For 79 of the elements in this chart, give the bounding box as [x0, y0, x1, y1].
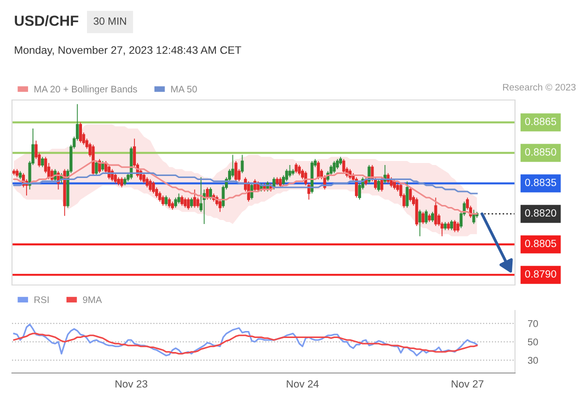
chart-title: USD/CHF: [14, 15, 78, 26]
candlestick: [294, 162, 298, 174]
candlestick: [114, 172, 117, 184]
legend-label: MA 50: [171, 86, 197, 92]
candlestick: [12, 168, 16, 176]
candlestick: [406, 180, 409, 208]
text: 30 MIN: [94, 17, 126, 25]
candlestick: [190, 197, 193, 208]
candlestick: [180, 195, 184, 206]
candlestick: [377, 178, 380, 192]
ref-line-label: 0.8835: [525, 178, 556, 186]
candlestick: [298, 164, 301, 176]
candlestick: [446, 222, 450, 231]
candlestick: [292, 168, 294, 176]
candlestick: [276, 176, 279, 186]
candlestick: [316, 160, 320, 180]
y-tick-label: 70: [528, 320, 538, 328]
candlestick: [310, 160, 314, 194]
candlestick: [161, 195, 164, 206]
ref-line-label: 0.8820: [525, 209, 556, 217]
candlestick: [63, 168, 66, 216]
ref-line-label: 0.8850: [525, 148, 556, 156]
candlestick: [184, 197, 187, 208]
candlestick: [278, 176, 282, 188]
x-tick-label: Nov 27: [452, 380, 484, 388]
candlestick: [152, 180, 155, 194]
ref-line-label: 0.8805: [525, 240, 556, 248]
x-tick-label: Nov 24: [286, 380, 319, 388]
candlestick: [339, 156, 342, 166]
candlestick: [117, 176, 120, 186]
candlestick: [456, 222, 460, 233]
candlestick: [206, 187, 209, 200]
candlestick: [218, 199, 222, 212]
candlestick: [177, 193, 180, 204]
text: Research © 2023: [503, 84, 576, 91]
y-tick-label: 50: [528, 338, 538, 346]
legend-label: RSI: [34, 296, 49, 304]
candlestick: [285, 168, 288, 182]
candlestick: [288, 164, 292, 178]
chart-subtitle: Monday, November 27, 2023 12:48:43 AM CET: [14, 46, 242, 56]
candlestick: [168, 197, 171, 208]
ref-line-label: 0.8865: [525, 118, 556, 126]
candlestick: [408, 187, 412, 202]
ref-line-label: 0.8790: [525, 270, 556, 278]
candlestick: [186, 197, 190, 210]
candlestick: [193, 189, 196, 208]
line-series: [13, 332, 478, 354]
candlestick: [164, 195, 168, 206]
candlestick: [92, 144, 95, 176]
candlestick: [234, 160, 238, 182]
candlestick: [231, 154, 234, 178]
candlestick: [16, 168, 19, 178]
candlestick: [434, 197, 438, 226]
x-tick-label: Nov 23: [116, 380, 148, 388]
candlestick: [174, 197, 178, 208]
candlestick: [79, 122, 82, 144]
candlestick: [415, 197, 418, 226]
candlestick: [424, 209, 428, 224]
candlestick: [142, 172, 146, 184]
candlestick: [171, 201, 174, 210]
candlestick: [431, 211, 434, 222]
y-tick-label: 30: [528, 356, 538, 364]
candlestick: [444, 222, 447, 231]
candlestick: [450, 220, 454, 231]
candlestick: [40, 156, 44, 168]
legend-label: MA 20 + Bollinger Bands: [34, 86, 138, 94]
candlestick: [418, 209, 422, 237]
candlestick: [146, 176, 149, 188]
candlestick: [380, 176, 384, 192]
candlestick: [158, 191, 162, 202]
candlestick: [336, 158, 339, 170]
candlestick: [428, 213, 431, 222]
line-series: [13, 324, 478, 356]
candlestick: [393, 178, 396, 190]
candlestick: [209, 187, 212, 200]
candlestick: [422, 211, 424, 224]
candlestick: [123, 176, 126, 186]
candlestick: [94, 160, 98, 176]
legend-label: 9MA: [82, 296, 102, 304]
